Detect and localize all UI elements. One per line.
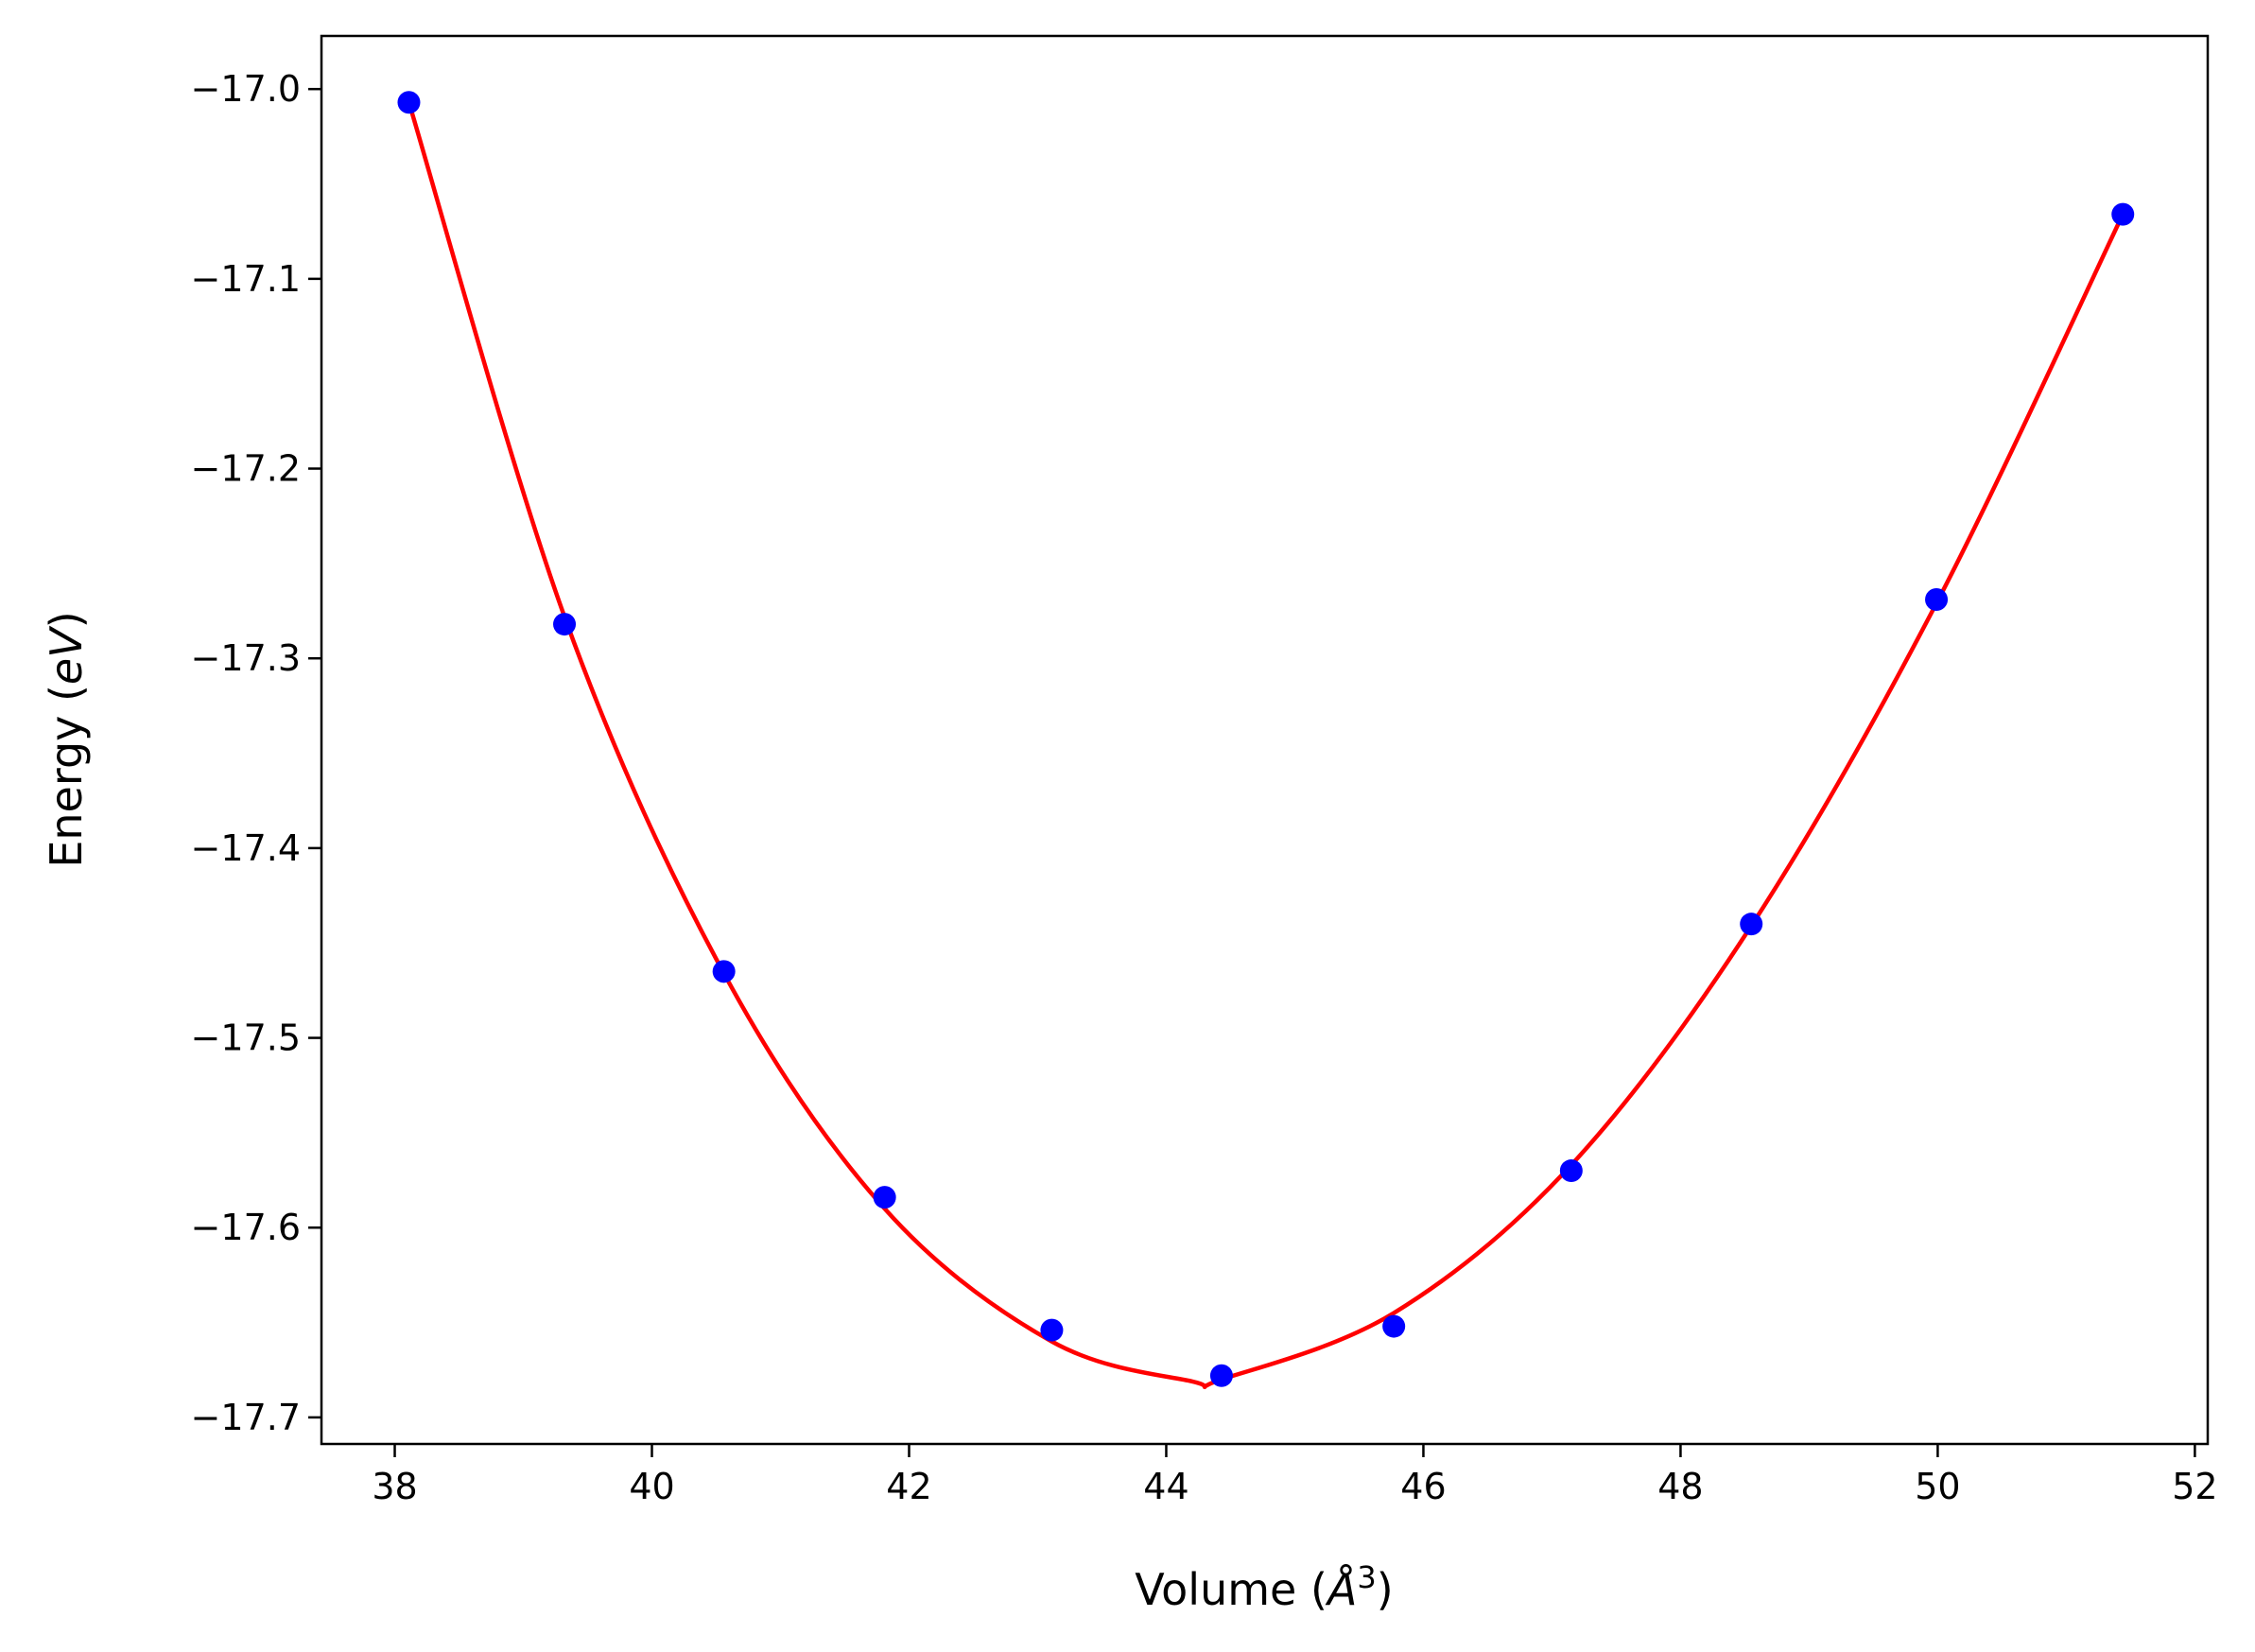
x-tick-label: 38: [372, 1466, 417, 1507]
data-point: [1740, 913, 1763, 936]
ticks-layer: 38 40 42 44 46 48 50 52 −17.0 −17.1 −17.2 −17.3 −17.…: [191, 68, 2218, 1507]
x-tick-label: 48: [1657, 1466, 1703, 1507]
y-tick-label: −17.4: [191, 827, 301, 869]
data-point: [553, 613, 577, 636]
data-point: [1925, 588, 1949, 612]
data-point: [2111, 202, 2135, 226]
x-axis-label: Volume (Å3): [1135, 1559, 1393, 1615]
x-tick-label: 50: [1915, 1466, 1960, 1507]
x-tick-label: 44: [1143, 1466, 1188, 1507]
plot-frame: [320, 34, 2210, 1446]
y-tick-label: −17.0: [191, 68, 301, 110]
y-tick-label: −17.1: [191, 258, 301, 300]
y-tick-label: −17.7: [191, 1397, 301, 1438]
x-tick-label: 42: [886, 1466, 931, 1507]
data-point: [1382, 1314, 1406, 1338]
data-point: [712, 960, 736, 983]
y-tick-label: −17.3: [191, 637, 301, 679]
data-point: [1209, 1364, 1233, 1387]
data-point: [1559, 1159, 1583, 1183]
y-tick-label: −17.5: [191, 1017, 301, 1059]
data-point: [397, 91, 421, 114]
data-point: [1040, 1318, 1064, 1342]
y-tick-label: −17.6: [191, 1207, 301, 1248]
y-tick-label: −17.2: [191, 448, 301, 490]
x-tick-label: 40: [629, 1466, 674, 1507]
plot-layer: [397, 91, 2135, 1390]
x-tick-label: 52: [2172, 1466, 2217, 1507]
data-point: [873, 1186, 896, 1209]
y-axis-label: Energy (eV): [41, 611, 92, 867]
x-tick-label: 46: [1400, 1466, 1446, 1507]
fit-curve-line: [407, 101, 2125, 1390]
